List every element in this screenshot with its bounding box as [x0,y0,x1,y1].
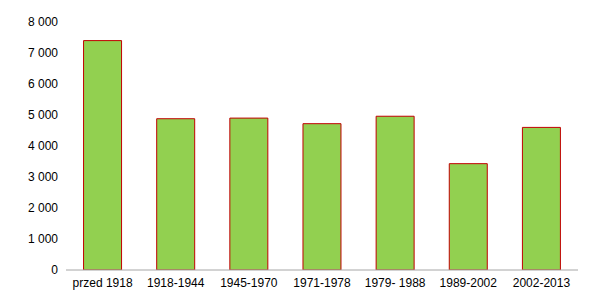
svg-text:3 000: 3 000 [28,170,58,184]
svg-text:8 000: 8 000 [28,15,58,29]
svg-text:1918-1944: 1918-1944 [147,276,205,290]
svg-text:2002-2013: 2002-2013 [513,276,571,290]
svg-text:6 000: 6 000 [28,77,58,91]
svg-text:przed 1918: przed 1918 [73,276,133,290]
svg-text:1945-1970: 1945-1970 [220,276,278,290]
svg-text:1979- 1988: 1979- 1988 [365,276,426,290]
svg-text:5 000: 5 000 [28,108,58,122]
svg-text:0: 0 [51,263,58,277]
svg-text:4 000: 4 000 [28,139,58,153]
svg-text:7 000: 7 000 [28,46,58,60]
svg-text:1989-2002: 1989-2002 [440,276,498,290]
svg-text:1 000: 1 000 [28,232,58,246]
svg-text:2 000: 2 000 [28,201,58,215]
svg-text:1971-1978: 1971-1978 [293,276,351,290]
